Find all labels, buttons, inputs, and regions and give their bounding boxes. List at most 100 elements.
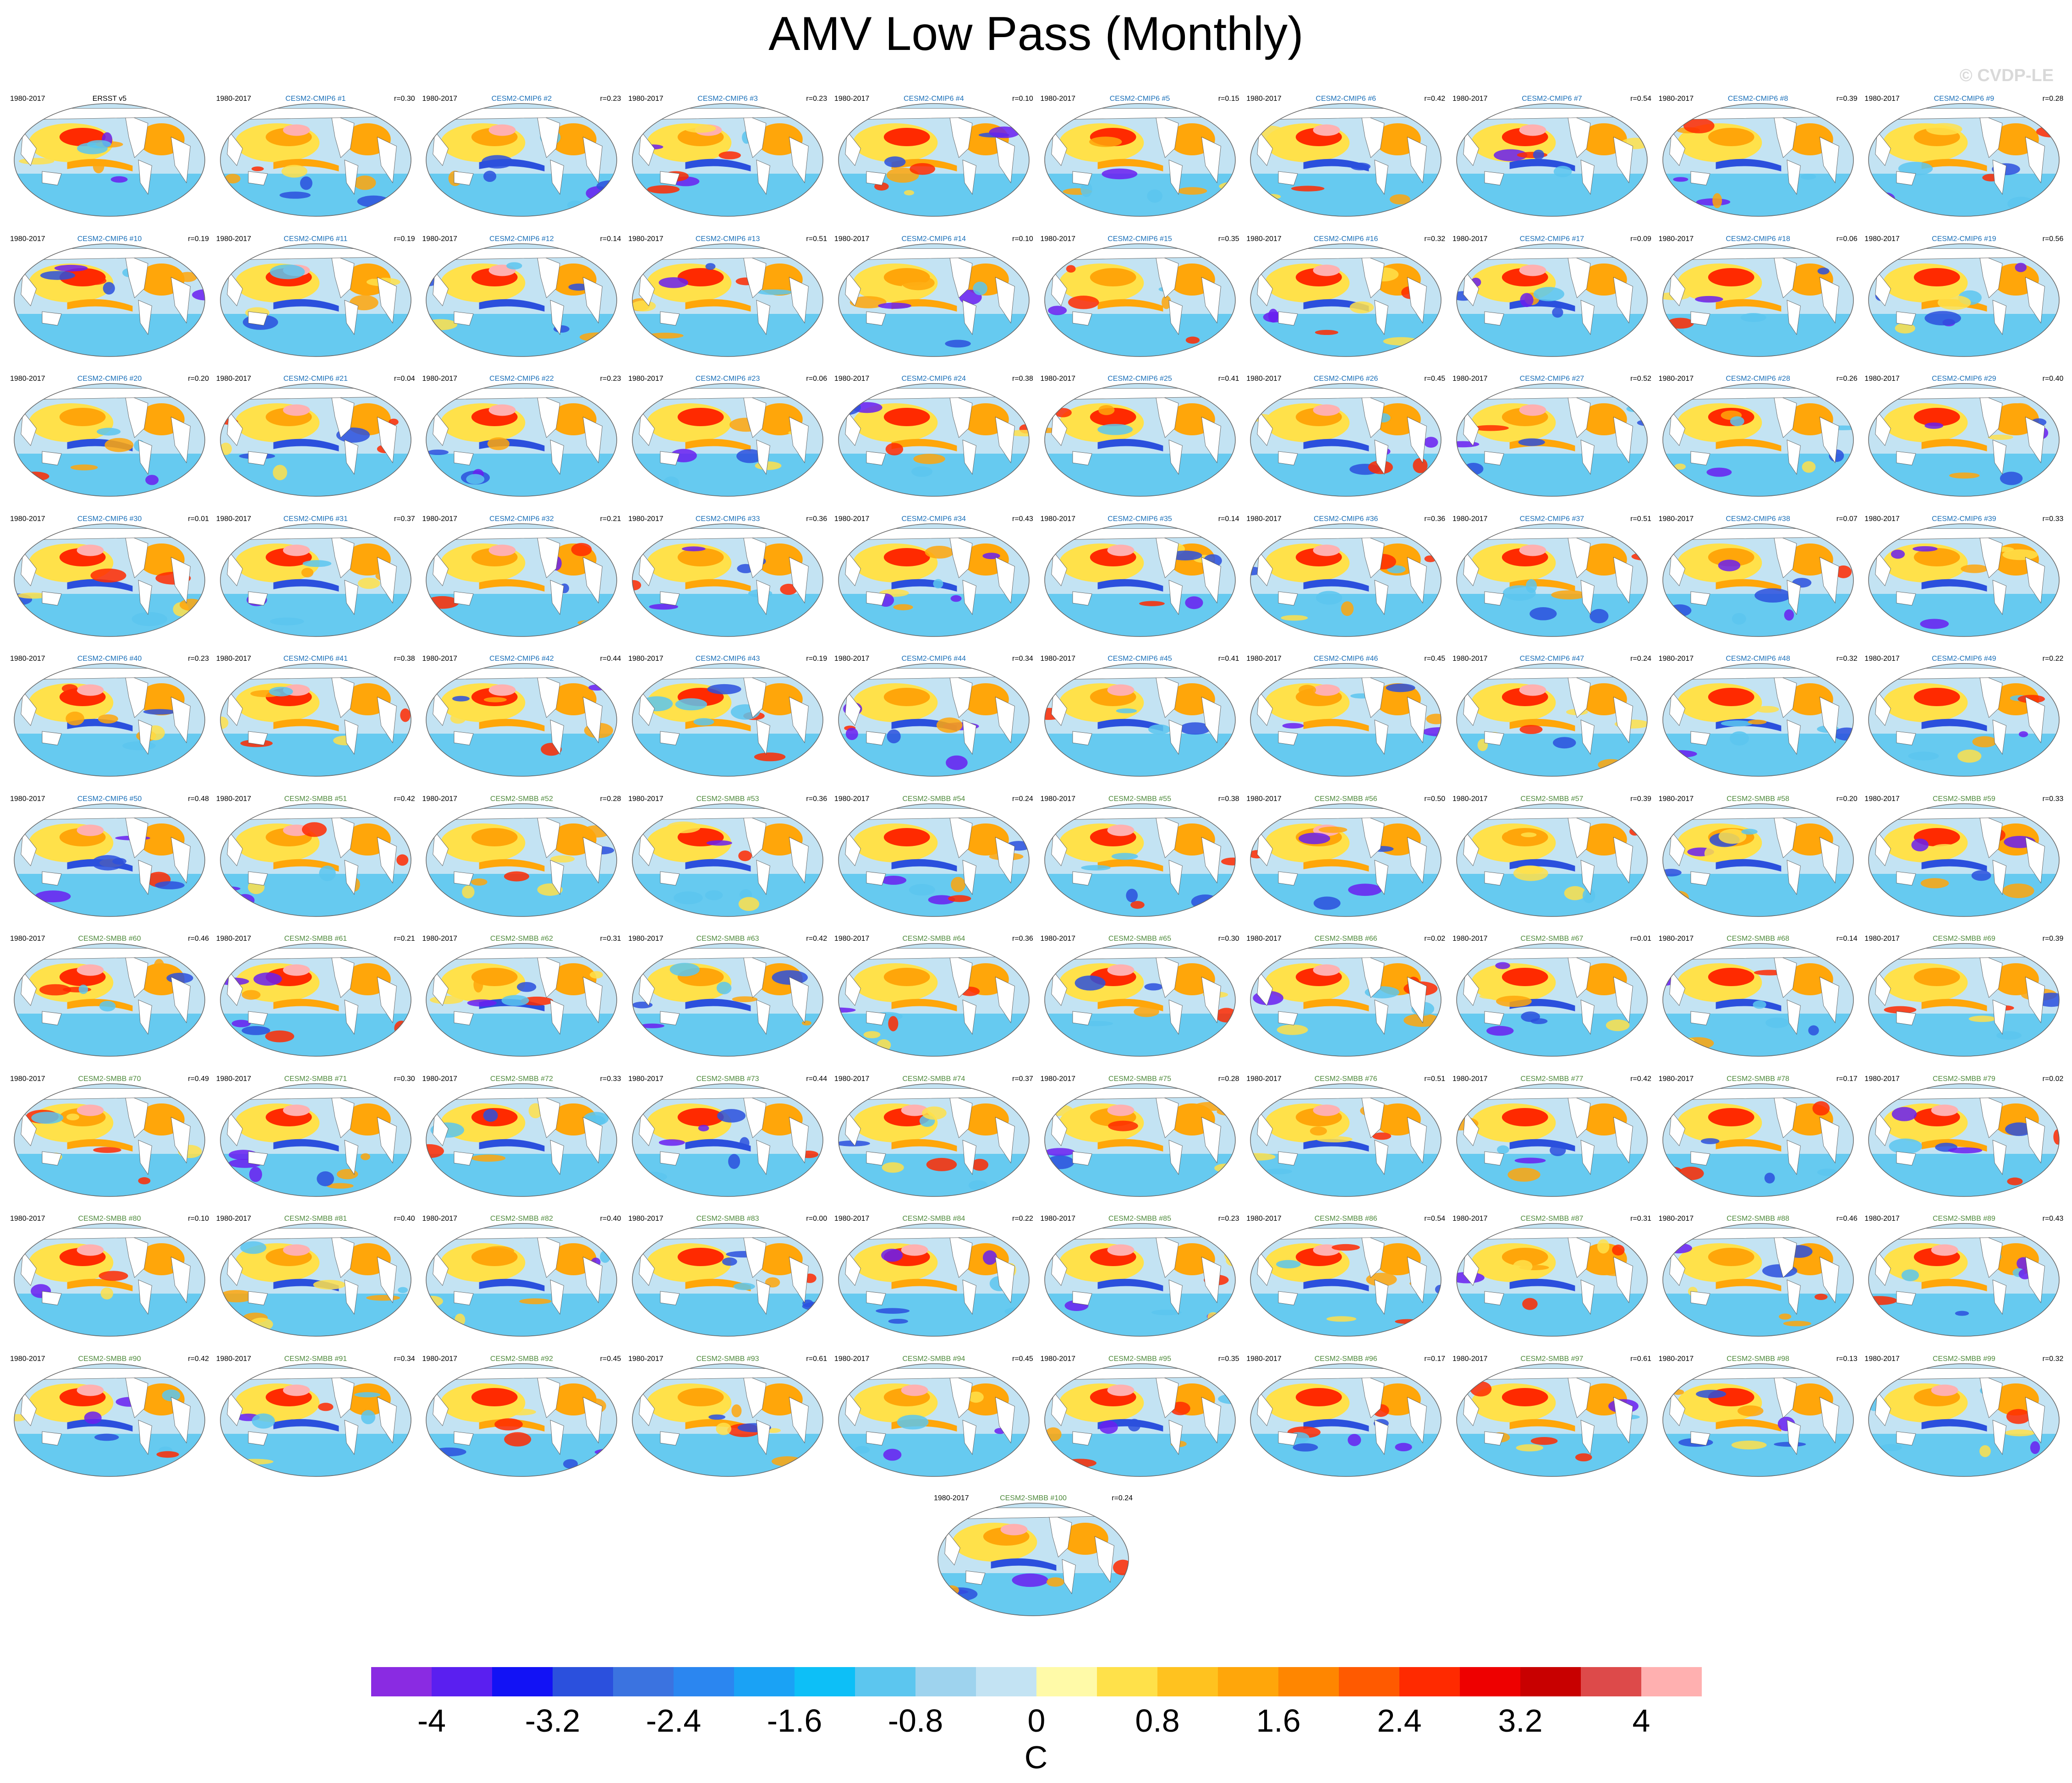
map-panel: 1980-2017 CESM2-CMIP6 #18 r=0.06	[1655, 235, 1861, 369]
period-label: 1980-2017	[1864, 655, 1900, 663]
period-label: 1980-2017	[628, 1075, 663, 1083]
correlation-label: r=0.14	[1836, 935, 1858, 943]
correlation-label: r=0.38	[1012, 375, 1033, 383]
panel-title: CESM2-SMBB #76	[1314, 1075, 1377, 1083]
map-panel: 1980-2017 CESM2-SMBB #90 r=0.42	[6, 1355, 213, 1489]
panel-title: CESM2-SMBB #75	[1108, 1075, 1171, 1083]
sst-map	[14, 103, 205, 217]
map-panel: 1980-2017 CESM2-SMBB #67 r=0.01	[1449, 934, 1655, 1069]
colorbar-tick: 0.8	[1135, 1703, 1180, 1739]
period-label: 1980-2017	[1452, 235, 1488, 243]
map-panel: 1980-2017 CESM2-SMBB #53 r=0.36	[625, 795, 831, 929]
map-panel: 1980-2017 CESM2-SMBB #70 r=0.49	[6, 1075, 213, 1209]
correlation-label: r=0.61	[806, 1355, 828, 1363]
panel-title: CESM2-CMIP6 #19	[1932, 235, 1996, 243]
panel-title: CESM2-SMBB #83	[696, 1215, 759, 1223]
sst-map	[1868, 1223, 2060, 1337]
colorbar-tick: 4	[1632, 1703, 1650, 1739]
period-label: 1980-2017	[1864, 795, 1900, 803]
sst-map	[14, 383, 205, 497]
colorbar-swatch	[1097, 1667, 1158, 1696]
correlation-label: r=0.46	[1836, 1215, 1858, 1223]
sst-map	[14, 243, 205, 357]
sst-map	[1662, 803, 1854, 917]
period-label: 1980-2017	[1658, 655, 1694, 663]
map-panel: 1980-2017 CESM2-SMBB #65 r=0.30	[1037, 934, 1243, 1069]
correlation-label: r=0.35	[1218, 235, 1239, 243]
correlation-label: r=0.35	[1218, 1355, 1239, 1363]
correlation-label: r=0.45	[600, 1355, 621, 1363]
sst-map	[14, 663, 205, 777]
panel-title: CESM2-CMIP6 #43	[695, 655, 760, 663]
period-label: 1980-2017	[216, 935, 252, 943]
colorbar-swatch	[1460, 1667, 1521, 1696]
period-label: 1980-2017	[1246, 515, 1282, 523]
colorbar-swatch	[371, 1667, 432, 1696]
panel-title: CESM2-CMIP6 #33	[695, 515, 760, 523]
panel-title: CESM2-CMIP6 #44	[901, 655, 966, 663]
period-label: 1980-2017	[422, 1075, 457, 1083]
panel-title: CESM2-SMBB #87	[1520, 1215, 1584, 1223]
period-label: 1980-2017	[834, 95, 870, 103]
correlation-label: r=0.20	[188, 375, 209, 383]
correlation-label: r=0.17	[1424, 1355, 1446, 1363]
period-label: 1980-2017	[628, 515, 663, 523]
panel-title: CESM2-SMBB #86	[1314, 1215, 1377, 1223]
map-panel: 1980-2017 CESM2-CMIP6 #17 r=0.09	[1449, 235, 1655, 369]
panel-title: CESM2-CMIP6 #35	[1107, 515, 1172, 523]
colorbar-swatch	[432, 1667, 493, 1696]
map-panel: 1980-2017 CESM2-SMBB #62 r=0.31	[418, 934, 625, 1069]
panel-title: CESM2-SMBB #97	[1520, 1355, 1584, 1363]
sst-map	[14, 523, 205, 637]
correlation-label: r=0.30	[1218, 935, 1239, 943]
map-panel: 1980-2017 CESM2-CMIP6 #5 r=0.15	[1037, 94, 1243, 229]
correlation-label: r=0.21	[394, 935, 415, 943]
panel-title: CESM2-SMBB #92	[490, 1355, 553, 1363]
period-label: 1980-2017	[628, 375, 663, 383]
period-label: 1980-2017	[10, 1075, 45, 1083]
sst-map	[219, 663, 411, 777]
period-label: 1980-2017	[10, 1215, 45, 1223]
sst-map	[219, 523, 411, 637]
panel-title: CESM2-SMBB #100	[1000, 1494, 1067, 1502]
map-panel: 1980-2017 CESM2-CMIP6 #16 r=0.32	[1243, 235, 1449, 369]
sst-map	[1662, 523, 1854, 637]
panel-title: CESM2-CMIP6 #4	[904, 95, 964, 103]
correlation-label: r=0.39	[2042, 935, 2064, 943]
map-panel: 1980-2017 CESM2-SMBB #86 r=0.54	[1243, 1214, 1449, 1349]
correlation-label: r=0.45	[1424, 655, 1446, 663]
correlation-label: r=0.44	[600, 655, 621, 663]
panel-title: CESM2-SMBB #81	[284, 1215, 347, 1223]
correlation-label: r=0.23	[1218, 1215, 1239, 1223]
period-label: 1980-2017	[216, 95, 252, 103]
correlation-label: r=0.52	[1630, 375, 1651, 383]
period-label: 1980-2017	[216, 1355, 252, 1363]
sst-map	[1662, 1083, 1854, 1197]
colorbar-tick: -4	[417, 1703, 446, 1739]
sst-map	[632, 243, 823, 357]
correlation-label: r=0.20	[1836, 795, 1858, 803]
sst-map	[426, 663, 618, 777]
panel-title: CESM2-SMBB #98	[1727, 1355, 1790, 1363]
period-label: 1980-2017	[10, 1355, 45, 1363]
correlation-label: r=0.02	[2042, 1075, 2064, 1083]
map-panel: 1980-2017 CESM2-CMIP6 #46 r=0.45	[1243, 654, 1449, 789]
correlation-label: r=0.09	[1630, 235, 1651, 243]
map-panel: 1980-2017 CESM2-CMIP6 #31 r=0.37	[213, 515, 419, 649]
period-label: 1980-2017	[834, 795, 870, 803]
panel-title: CESM2-SMBB #82	[490, 1215, 553, 1223]
period-label: 1980-2017	[834, 235, 870, 243]
panel-title: CESM2-CMIP6 #29	[1932, 375, 1996, 383]
correlation-label: r=0.28	[2042, 95, 2064, 103]
map-panel: 1980-2017 CESM2-SMBB #66 r=0.02	[1243, 934, 1449, 1069]
map-panel: 1980-2017 CESM2-SMBB #87 r=0.31	[1449, 1214, 1655, 1349]
period-label: 1980-2017	[1864, 1355, 1900, 1363]
panel-title: CESM2-CMIP6 #11	[284, 235, 348, 243]
sst-map	[219, 243, 411, 357]
sst-map	[1456, 1083, 1648, 1197]
map-panel: 1980-2017 CESM2-CMIP6 #1 r=0.30	[213, 94, 419, 229]
panel-title: CESM2-CMIP6 #18	[1726, 235, 1790, 243]
panel-title: CESM2-CMIP6 #16	[1313, 235, 1378, 243]
sst-map	[632, 383, 823, 497]
map-panel: 1980-2017 CESM2-CMIP6 #25 r=0.41	[1037, 374, 1243, 509]
